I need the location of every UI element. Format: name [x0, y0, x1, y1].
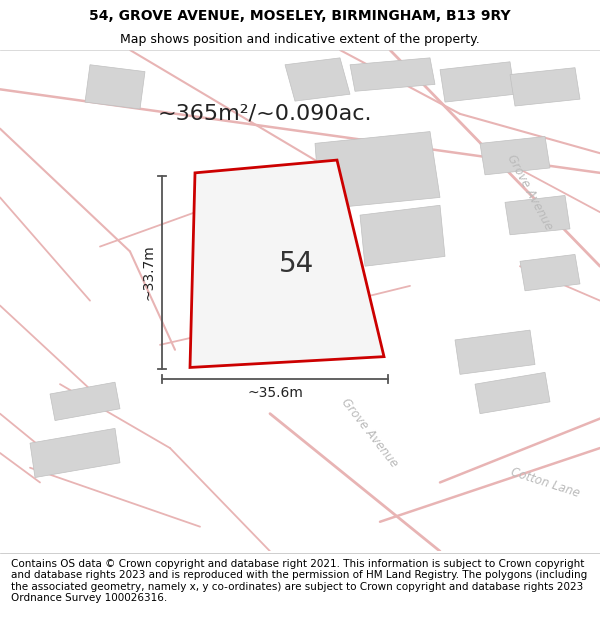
Polygon shape — [50, 382, 120, 421]
Text: 54, GROVE AVENUE, MOSELEY, BIRMINGHAM, B13 9RY: 54, GROVE AVENUE, MOSELEY, BIRMINGHAM, B… — [89, 9, 511, 23]
Text: Contains OS data © Crown copyright and database right 2021. This information is : Contains OS data © Crown copyright and d… — [11, 559, 587, 603]
Text: 54: 54 — [279, 250, 314, 278]
Text: ~35.6m: ~35.6m — [247, 386, 303, 400]
Text: Cotton Lane: Cotton Lane — [509, 465, 581, 500]
Polygon shape — [350, 58, 435, 91]
Polygon shape — [85, 65, 145, 109]
Text: ~33.7m: ~33.7m — [142, 245, 156, 301]
Polygon shape — [455, 330, 535, 374]
Polygon shape — [190, 160, 384, 368]
Text: Grove Avenue: Grove Avenue — [339, 396, 401, 470]
Text: Grove Avenue: Grove Avenue — [505, 152, 556, 232]
Polygon shape — [510, 68, 580, 106]
Text: Map shows position and indicative extent of the property.: Map shows position and indicative extent… — [120, 32, 480, 46]
Polygon shape — [360, 205, 445, 266]
Polygon shape — [285, 58, 350, 101]
Polygon shape — [440, 62, 515, 102]
Polygon shape — [30, 428, 120, 478]
Polygon shape — [520, 254, 580, 291]
Polygon shape — [505, 196, 570, 235]
Polygon shape — [315, 132, 440, 209]
Polygon shape — [475, 372, 550, 414]
Polygon shape — [480, 136, 550, 175]
Text: ~365m²/~0.090ac.: ~365m²/~0.090ac. — [158, 104, 372, 124]
Polygon shape — [240, 320, 325, 364]
